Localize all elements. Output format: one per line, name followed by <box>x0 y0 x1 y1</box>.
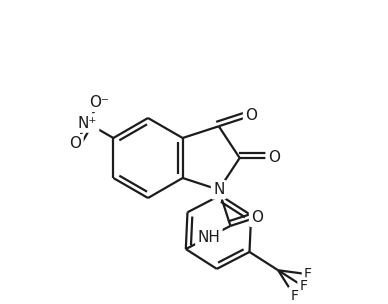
Text: F: F <box>304 267 312 281</box>
Text: F: F <box>290 288 298 302</box>
Text: NH: NH <box>197 230 220 245</box>
Text: O: O <box>69 136 81 151</box>
Text: O: O <box>251 210 263 225</box>
Text: N⁺: N⁺ <box>78 116 97 130</box>
Text: O⁻: O⁻ <box>89 95 109 110</box>
Text: N: N <box>213 182 225 197</box>
Text: O: O <box>245 108 257 123</box>
Text: O: O <box>268 150 280 165</box>
Text: F: F <box>300 279 307 293</box>
